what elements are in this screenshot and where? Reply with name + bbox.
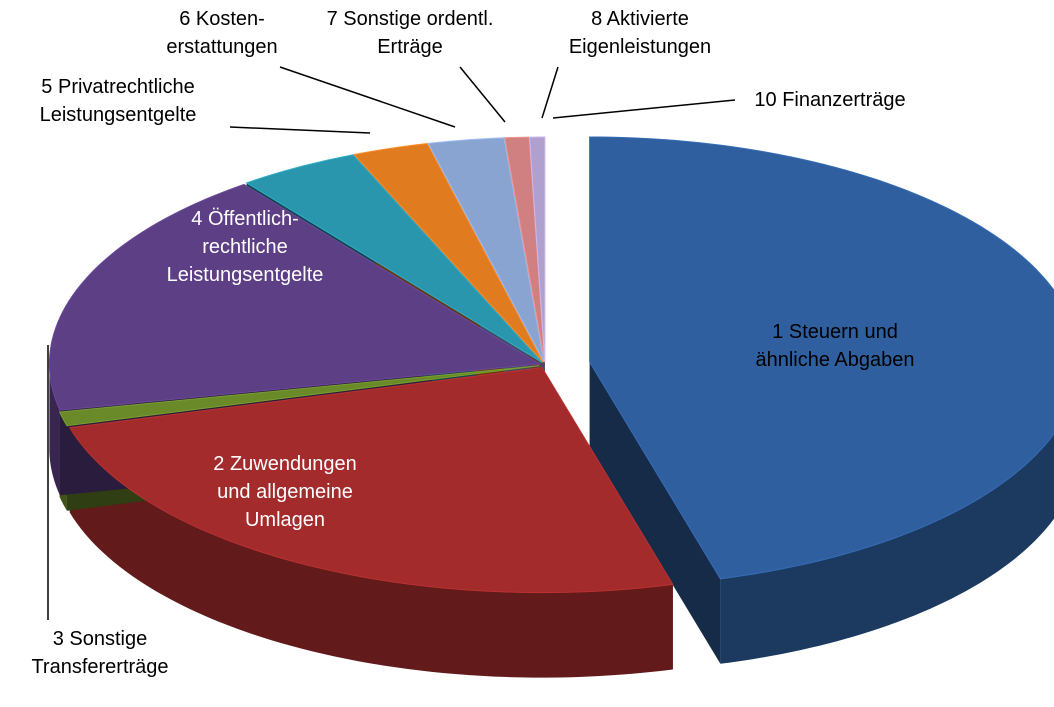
slice-label: 10 Finanzerträge <box>754 89 905 111</box>
leader-line <box>552 99 736 119</box>
label-line: Leistungsentgelte <box>167 264 324 286</box>
label-line: 7 Sonstige ordentl. <box>327 8 494 30</box>
leader-line <box>279 66 456 128</box>
slice-label: 8 Aktivierte Eigenleistungen <box>569 8 711 58</box>
label-line: und allgemeine <box>217 481 353 503</box>
label-line: 6 Kosten- <box>179 8 265 30</box>
slice-label: 3 Sonstige Transfererträge <box>31 628 168 678</box>
label-line: 10 Finanzerträge <box>754 89 905 111</box>
slice-label: 6 Kosten-erstattungen <box>166 8 277 58</box>
slice-label: 2 Zuwendungen und allgemeine Umlagen <box>213 453 356 531</box>
label-line: erstattungen <box>166 36 277 58</box>
slice <box>245 154 543 363</box>
slice-wall <box>49 363 60 496</box>
label-line: 2 Zuwendungen <box>213 453 356 475</box>
slice-label: 4 Öffentlich-rechtliche Leistungsentgelte <box>167 208 324 286</box>
label-line: 8 Aktivierte <box>591 8 689 30</box>
slice <box>589 136 1054 580</box>
slice <box>68 367 674 594</box>
label-line: 3 Sonstige <box>53 628 148 650</box>
leader-line <box>229 126 371 134</box>
label-line: ähnliche Abgaben <box>755 349 914 371</box>
slice <box>58 365 540 427</box>
slice-label: 7 Sonstige ordentl. Erträge <box>327 8 494 58</box>
leader-line <box>541 66 559 119</box>
slice <box>353 142 544 363</box>
slice-tops <box>48 136 1054 594</box>
slice-wall <box>69 427 673 678</box>
slice <box>48 183 541 411</box>
slice <box>427 137 545 363</box>
slice-label: 1 Steuern und ähnliche Abgaben <box>755 321 914 371</box>
slice-label: 5 Privatrechtliche Leistungsentgelte <box>40 76 197 126</box>
label-line: 1 Steuern und <box>772 321 898 343</box>
slice-wall <box>720 433 1054 664</box>
label-line: Erträge <box>377 36 443 58</box>
label-line: Umlagen <box>245 509 325 531</box>
slice-side <box>589 361 721 664</box>
label-line: Transfererträge <box>31 656 168 678</box>
slice <box>528 136 546 363</box>
label-line: Leistungsentgelte <box>40 104 197 126</box>
leader-line <box>459 66 506 123</box>
label-line: rechtliche <box>202 236 288 258</box>
label-line: Eigenleistungen <box>569 36 711 58</box>
label-line: 5 Privatrechtliche <box>41 76 194 98</box>
label-line: 4 Öffentlich- <box>191 208 298 230</box>
